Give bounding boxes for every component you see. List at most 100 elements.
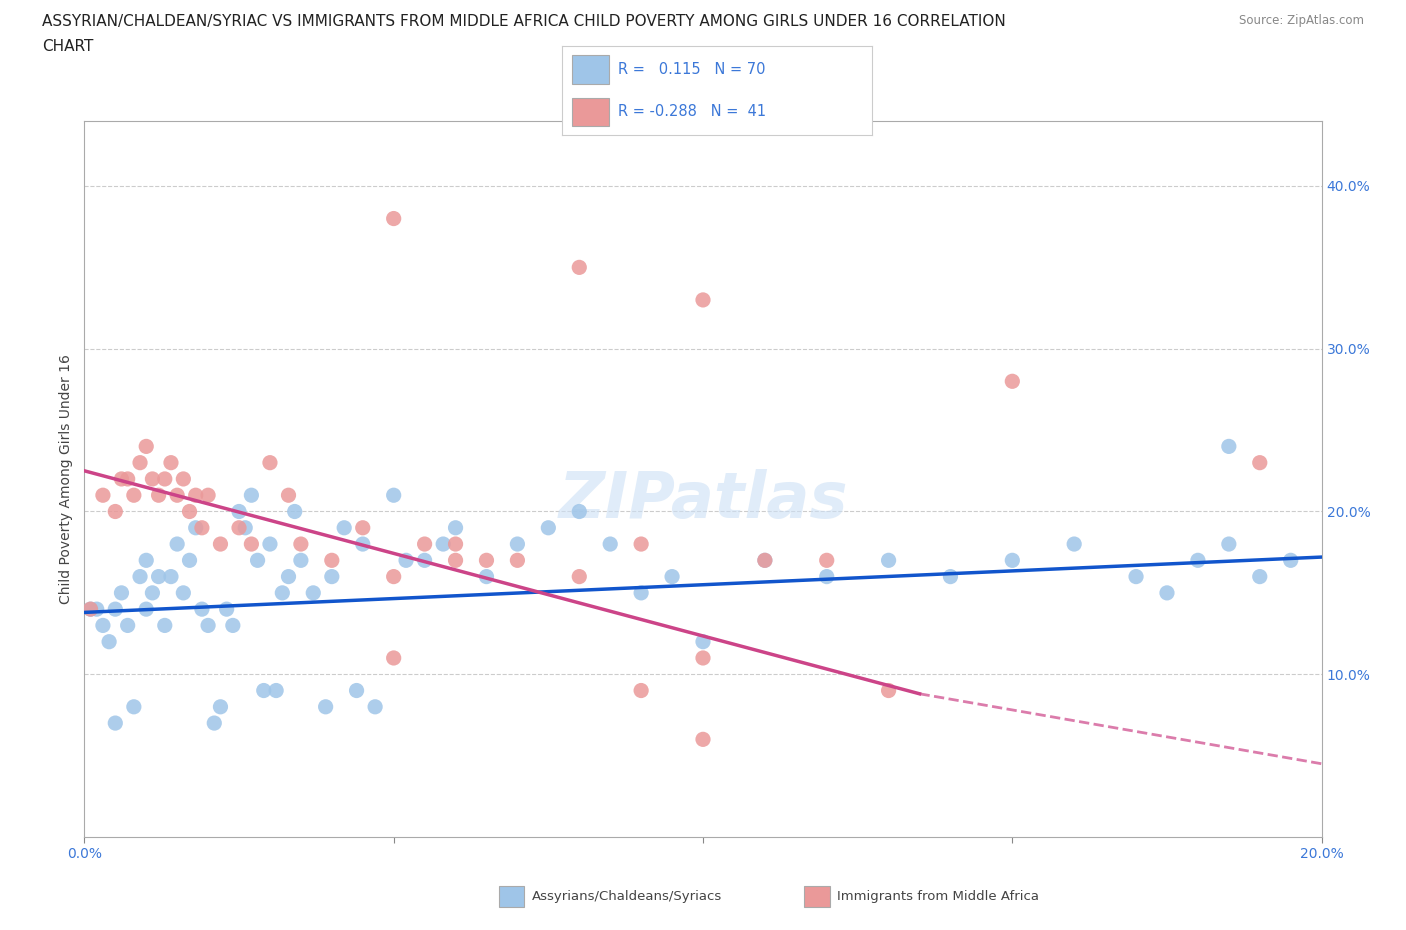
Point xyxy=(277,569,299,584)
Point xyxy=(692,651,714,666)
Point xyxy=(222,618,245,633)
Point xyxy=(117,618,139,633)
Point xyxy=(259,537,281,551)
Point xyxy=(692,292,714,307)
Point xyxy=(939,569,962,584)
Point xyxy=(444,521,467,536)
Point xyxy=(104,716,127,731)
Bar xyxy=(572,56,609,84)
Point xyxy=(259,455,281,470)
Point xyxy=(129,455,152,470)
Point xyxy=(382,487,405,502)
Point xyxy=(877,683,900,698)
Point xyxy=(79,602,101,617)
Point xyxy=(264,683,287,698)
Point xyxy=(277,487,299,502)
Point xyxy=(1187,552,1209,567)
Point xyxy=(91,487,114,502)
Point xyxy=(475,552,498,567)
Point xyxy=(215,602,238,617)
Point xyxy=(284,504,307,519)
Point xyxy=(815,569,838,584)
Point xyxy=(630,537,652,551)
Point xyxy=(364,699,387,714)
Point xyxy=(599,537,621,551)
Point xyxy=(352,521,374,536)
Point xyxy=(86,602,108,617)
Point xyxy=(179,552,201,567)
Point xyxy=(506,552,529,567)
Point xyxy=(209,537,232,551)
Point xyxy=(382,211,405,226)
Point xyxy=(148,569,170,584)
Point xyxy=(506,537,529,551)
Point xyxy=(395,552,418,567)
Point xyxy=(129,569,152,584)
Point xyxy=(122,487,145,502)
Text: R =   0.115   N = 70: R = 0.115 N = 70 xyxy=(619,62,766,77)
Point xyxy=(202,716,225,731)
Point xyxy=(253,683,276,698)
Point xyxy=(240,537,263,551)
Text: R = -0.288   N =  41: R = -0.288 N = 41 xyxy=(619,104,766,119)
Point xyxy=(661,569,683,584)
Point xyxy=(568,504,591,519)
Point xyxy=(1218,439,1240,454)
Point xyxy=(568,259,591,275)
Point xyxy=(271,586,294,601)
Point xyxy=(1218,537,1240,551)
Point xyxy=(172,586,194,601)
Point xyxy=(110,472,132,486)
Point xyxy=(321,569,343,584)
Point xyxy=(1156,586,1178,601)
Point xyxy=(135,552,157,567)
Point xyxy=(228,521,250,536)
Point xyxy=(197,618,219,633)
Point xyxy=(754,552,776,567)
Point xyxy=(191,521,214,536)
Point xyxy=(240,487,263,502)
Point xyxy=(1249,569,1271,584)
Point xyxy=(1063,537,1085,551)
Point xyxy=(290,552,312,567)
Point xyxy=(444,537,467,551)
Text: CHART: CHART xyxy=(42,39,94,54)
Text: Assyrians/Chaldeans/Syriacs: Assyrians/Chaldeans/Syriacs xyxy=(531,890,721,903)
Point xyxy=(321,552,343,567)
Point xyxy=(122,699,145,714)
Point xyxy=(166,487,188,502)
Point xyxy=(568,569,591,584)
Point xyxy=(346,683,368,698)
Point xyxy=(135,602,157,617)
Point xyxy=(1001,552,1024,567)
Point xyxy=(104,504,127,519)
Point xyxy=(98,634,121,649)
Point xyxy=(91,618,114,633)
Point xyxy=(228,504,250,519)
Point xyxy=(160,455,183,470)
Point xyxy=(197,487,219,502)
Point xyxy=(172,472,194,486)
Point xyxy=(382,651,405,666)
Point xyxy=(117,472,139,486)
Point xyxy=(141,472,163,486)
Point xyxy=(630,683,652,698)
Point xyxy=(475,569,498,584)
Point xyxy=(815,552,838,567)
Point xyxy=(184,521,207,536)
Point xyxy=(1279,552,1302,567)
Point xyxy=(877,552,900,567)
Bar xyxy=(572,98,609,126)
Point xyxy=(153,618,176,633)
Point xyxy=(246,552,269,567)
Point xyxy=(104,602,127,617)
Point xyxy=(209,699,232,714)
Point xyxy=(315,699,337,714)
Point xyxy=(413,537,436,551)
Point xyxy=(444,552,467,567)
Text: Source: ZipAtlas.com: Source: ZipAtlas.com xyxy=(1239,14,1364,27)
Y-axis label: Child Poverty Among Girls Under 16: Child Poverty Among Girls Under 16 xyxy=(59,354,73,604)
Point xyxy=(432,537,454,551)
Point xyxy=(302,586,325,601)
Point xyxy=(630,586,652,601)
